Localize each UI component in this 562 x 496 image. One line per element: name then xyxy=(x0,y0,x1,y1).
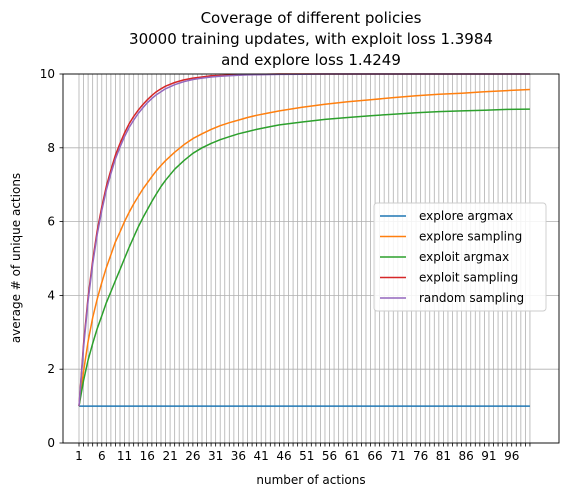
x-tick-label: 96 xyxy=(504,449,519,463)
x-tick-label: 46 xyxy=(276,449,291,463)
y-tick-label: 2 xyxy=(47,362,55,376)
chart-title-line-1: Coverage of different policies xyxy=(201,9,422,27)
y-tick-label: 6 xyxy=(47,215,55,229)
x-tick-label: 91 xyxy=(481,449,496,463)
x-tick-label: 1 xyxy=(75,449,83,463)
x-tick-label: 66 xyxy=(367,449,382,463)
y-tick-label: 10 xyxy=(40,67,55,81)
x-tick-label: 26 xyxy=(185,449,200,463)
y-axis-label: average # of unique actions xyxy=(9,173,23,343)
x-tick-label: 76 xyxy=(413,449,428,463)
y-tick-label: 0 xyxy=(47,436,55,450)
y-tick-label: 8 xyxy=(47,141,55,155)
x-tick-label: 16 xyxy=(140,449,155,463)
legend-label-explore-argmax: explore argmax xyxy=(419,209,513,223)
x-tick-label: 51 xyxy=(299,449,314,463)
legend: explore argmax explore sampling exploit ar… xyxy=(373,202,547,312)
chart-title-line-2: 30000 training updates, with exploit los… xyxy=(129,30,493,48)
y-tick-label: 4 xyxy=(47,288,55,302)
axis-ticks: 1 6 11 16 21 26 31 36 41 46 51 56 61 66 71 76 81 86 91 9602… xyxy=(40,67,531,463)
legend-label-exploit-argmax: exploit argmax xyxy=(419,250,509,264)
legend-label-explore-sampling: explore sampling xyxy=(419,230,522,244)
x-tick-label: 41 xyxy=(254,449,269,463)
legend-label-exploit-sampling: exploit sampling xyxy=(419,271,518,285)
chart-title-line-3: and explore loss 1.4249 xyxy=(221,51,401,69)
x-tick-label: 86 xyxy=(459,449,474,463)
legend-label-random-sampling: random sampling xyxy=(419,291,524,305)
x-tick-label: 61 xyxy=(345,449,360,463)
x-tick-label: 11 xyxy=(117,449,132,463)
x-axis-label: number of actions xyxy=(256,473,365,487)
x-tick-label: 36 xyxy=(231,449,246,463)
x-tick-label: 21 xyxy=(162,449,177,463)
explore-sampling-line xyxy=(78,88,530,407)
exploit-argmax-line xyxy=(78,108,530,407)
x-tick-label: 6 xyxy=(98,449,106,463)
x-tick-label: 71 xyxy=(390,449,405,463)
x-tick-label: 81 xyxy=(436,449,451,463)
legend-box xyxy=(373,202,547,312)
x-tick-label: 56 xyxy=(322,449,337,463)
x-tick-label: 31 xyxy=(208,449,223,463)
